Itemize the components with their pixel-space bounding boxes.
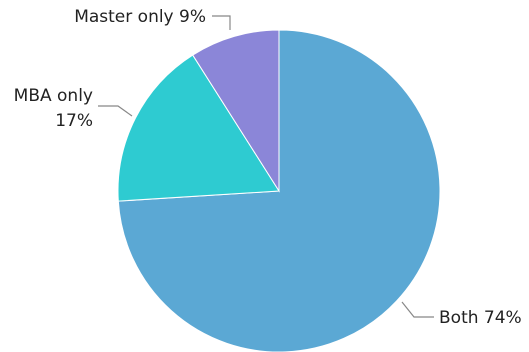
leader-line-mba-only <box>98 105 133 117</box>
label-mba-only-name: MBA only <box>14 86 93 106</box>
leader-line-both <box>401 301 434 318</box>
leader-line-master-only <box>212 15 231 30</box>
pie-slice-mba-only <box>117 54 280 202</box>
label-both: Both 74% <box>439 308 522 328</box>
pie-slices <box>117 29 441 352</box>
label-master-only: Master only 9% <box>74 7 206 27</box>
label-mba-only-percent: 17% <box>55 111 93 131</box>
pie-slice-master-only <box>192 29 280 193</box>
